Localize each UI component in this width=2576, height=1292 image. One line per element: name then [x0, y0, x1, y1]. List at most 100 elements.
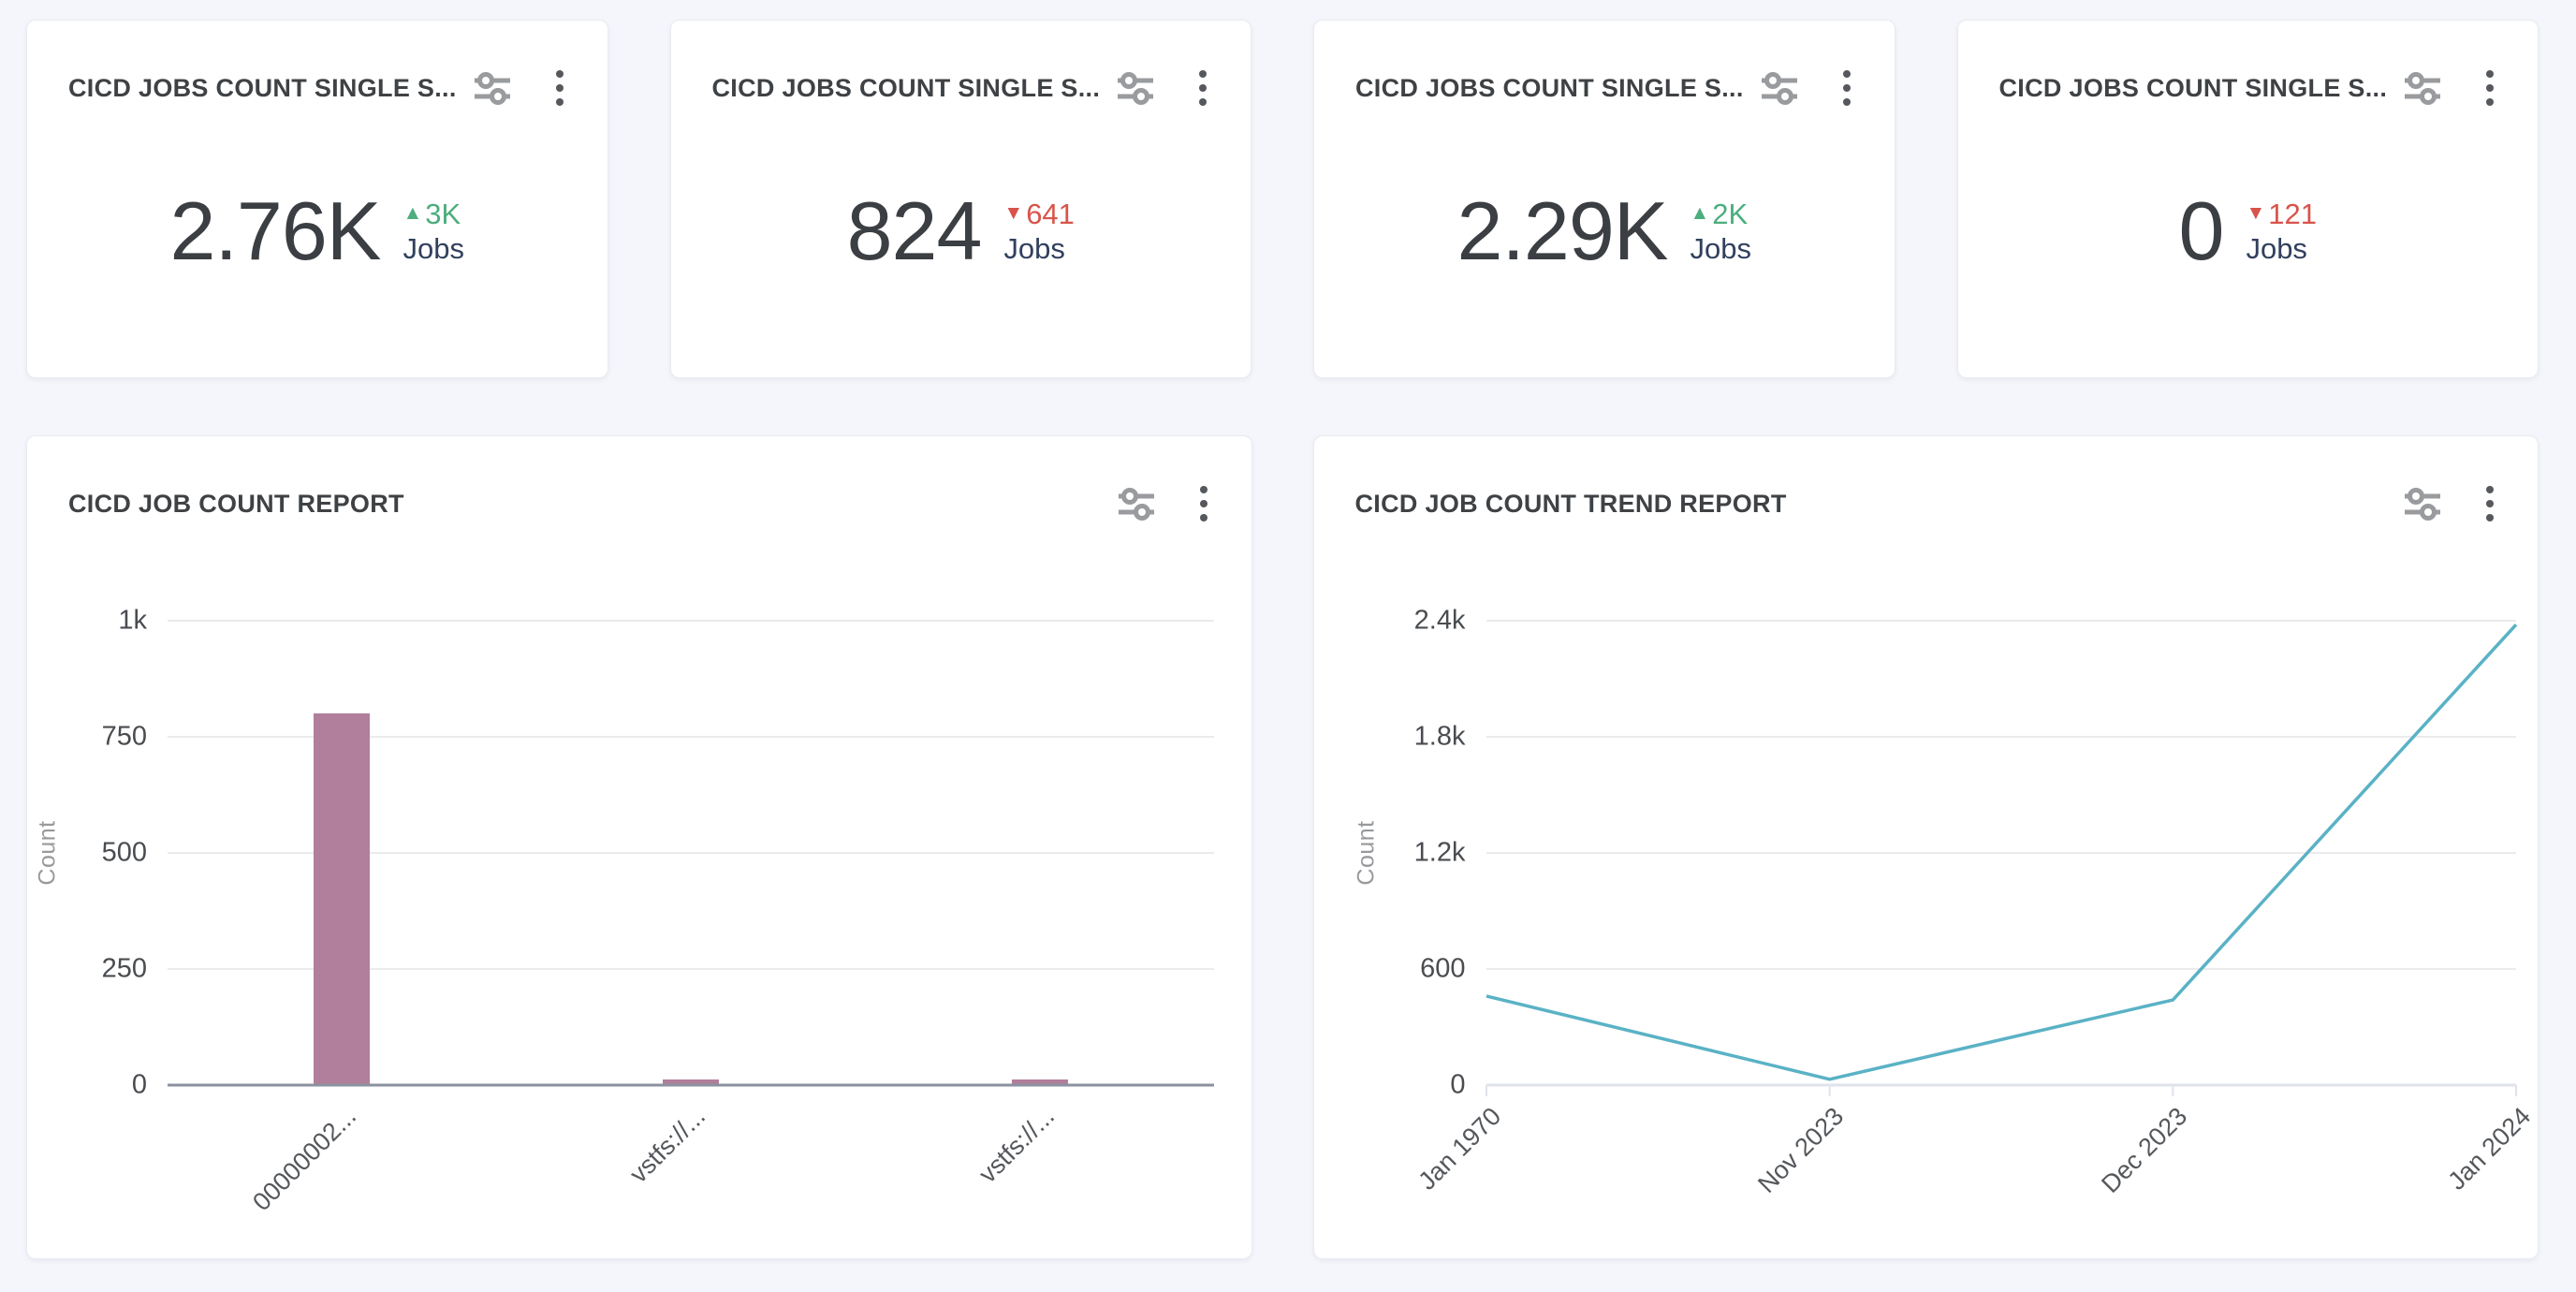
kebab-menu-icon[interactable] — [555, 69, 564, 107]
stat-body: 2.76K ▲ 3K Jobs — [27, 116, 607, 346]
card-header: CICD JOBS COUNT SINGLE S... — [1958, 21, 2539, 107]
line-chart-card: CICD JOB COUNT TREND REPORT 0 600 1.2k 1.8k… — [1312, 435, 2539, 1259]
grid-line — [168, 736, 1214, 738]
x-tick-label: Jan 1970 — [1412, 1102, 1506, 1196]
stat-unit: Jobs — [2246, 232, 2307, 265]
stat-value: 0 — [2178, 184, 2225, 277]
y-tick-label: 1.8k — [1413, 721, 1466, 752]
x-tick-label: vstfs://... — [623, 1102, 711, 1189]
bar[interactable] — [663, 1079, 719, 1085]
stat-delta-value: 121 — [2268, 198, 2317, 230]
trend-line[interactable] — [1486, 623, 2517, 1081]
stat-value: 2.76K — [169, 184, 382, 277]
stat-delta: ▼ 641 — [1003, 199, 1075, 228]
stat-delta: ▼ 121 — [2246, 199, 2317, 228]
stat-delta: ▲ 3K — [402, 199, 461, 228]
x-tick-label: 00000002... — [247, 1102, 362, 1217]
bar-chart-card: CICD JOB COUNT REPORT 0 250 500 750 1k Count 0… — [26, 435, 1252, 1259]
tune-icon[interactable] — [2403, 71, 2442, 105]
chart-row: CICD JOB COUNT REPORT 0 250 500 750 1k Count 0… — [26, 435, 2539, 1259]
y-tick-label: 2.4k — [1413, 605, 1466, 636]
card-header-icons — [1760, 69, 1852, 107]
bar[interactable] — [1011, 1079, 1068, 1085]
y-tick-label: 1.2k — [1413, 837, 1466, 868]
y-tick-label: 750 — [101, 721, 147, 752]
stat-card: CICD JOBS COUNT SINGLE S... 824 ▼ 641 Job… — [669, 20, 1251, 378]
y-axis-label: Count — [1353, 820, 1379, 886]
kebab-menu-icon[interactable] — [1198, 69, 1208, 107]
stat-side: ▼ 641 Jobs — [1003, 199, 1075, 263]
grid-line — [168, 852, 1214, 854]
card-header: CICD JOB COUNT TREND REPORT — [1314, 436, 2539, 522]
bar-chart[interactable]: 0 250 500 750 1k Count 00000002... vstfs://... v… — [35, 606, 1214, 1216]
stat-card: CICD JOBS COUNT SINGLE S... 0 ▼ 121 Jobs — [1956, 20, 2539, 378]
y-tick-label: 500 — [101, 837, 147, 868]
delta-direction-icon: ▼ — [2246, 202, 2266, 224]
stat-side: ▲ 2K Jobs — [1690, 199, 1750, 263]
card-title: CICD JOBS COUNT SINGLE S... — [1355, 73, 1744, 102]
tune-icon[interactable] — [1760, 71, 1799, 105]
stat-delta-value: 2K — [1712, 198, 1749, 230]
y-axis-label: Count — [34, 820, 61, 886]
kebab-menu-icon[interactable] — [2485, 69, 2495, 107]
tune-icon[interactable] — [1117, 487, 1156, 521]
y-tick-label: 250 — [101, 953, 147, 984]
card-title: CICD JOB COUNT TREND REPORT — [1354, 489, 1787, 518]
stat-unit: Jobs — [402, 232, 464, 265]
card-header: CICD JOBS COUNT SINGLE S... — [671, 21, 1251, 107]
grid-line — [1486, 736, 2516, 738]
delta-direction-icon: ▲ — [402, 202, 423, 224]
card-title: CICD JOBS COUNT SINGLE S... — [711, 73, 1101, 102]
grid-line — [168, 968, 1214, 970]
stat-value: 2.29K — [1456, 184, 1669, 277]
bar[interactable] — [314, 713, 371, 1085]
card-title: CICD JOB COUNT REPORT — [68, 489, 404, 518]
y-tick-label: 0 — [131, 1069, 147, 1100]
card-title: CICD JOBS COUNT SINGLE S... — [68, 73, 457, 102]
card-header-icons — [2403, 69, 2495, 107]
x-tick-label: Nov 2023 — [1752, 1102, 1850, 1198]
x-tick-label: Jan 2024 — [2441, 1102, 2536, 1196]
x-tick-label: Dec 2023 — [2096, 1102, 2193, 1198]
stat-body: 2.29K ▲ 2K Jobs — [1314, 116, 1895, 346]
grid-line — [1486, 968, 2516, 970]
card-title: CICD JOBS COUNT SINGLE S... — [1998, 73, 2388, 102]
card-header: CICD JOBS COUNT SINGLE S... — [27, 21, 607, 107]
card-header-icons — [1117, 485, 1208, 522]
stat-card-row: CICD JOBS COUNT SINGLE S... 2.76K ▲ 3K Jo… — [26, 20, 2539, 378]
x-axis-line — [1486, 1083, 2516, 1087]
card-header: CICD JOBS COUNT SINGLE S... — [1314, 21, 1895, 107]
x-tick-label: vstfs://... — [973, 1102, 1060, 1189]
stat-value: 824 — [846, 184, 983, 277]
y-tick-label: 0 — [1450, 1069, 1466, 1100]
tune-icon[interactable] — [1116, 71, 1155, 105]
card-header: CICD JOB COUNT REPORT — [27, 436, 1251, 522]
tune-icon[interactable] — [473, 71, 512, 105]
dashboard: CICD JOBS COUNT SINGLE S... 2.76K ▲ 3K Jo… — [26, 20, 2539, 1259]
stat-card: CICD JOBS COUNT SINGLE S... 2.76K ▲ 3K Jo… — [26, 20, 608, 378]
tune-icon[interactable] — [2403, 487, 2442, 521]
kebab-menu-icon[interactable] — [1199, 485, 1208, 522]
stat-card: CICD JOBS COUNT SINGLE S... 2.29K ▲ 2K Jo… — [1313, 20, 1895, 378]
y-tick-label: 1k — [118, 605, 147, 636]
stat-delta: ▲ 2K — [1690, 199, 1748, 228]
grid-line — [1486, 620, 2516, 622]
card-header-icons — [1116, 69, 1208, 107]
stat-unit: Jobs — [1690, 232, 1751, 265]
line-chart[interactable]: 0 600 1.2k 1.8k 2.4k Count Jan 1970 Nov 2023 Dec… — [1353, 606, 2536, 1198]
grid-line — [1486, 852, 2516, 854]
card-header-icons — [473, 69, 564, 107]
card-header-icons — [2403, 485, 2495, 522]
kebab-menu-icon[interactable] — [1842, 69, 1852, 107]
y-tick-label: 600 — [1420, 953, 1466, 984]
stat-body: 824 ▼ 641 Jobs — [671, 116, 1251, 346]
delta-direction-icon: ▼ — [1003, 202, 1024, 224]
stat-side: ▲ 3K Jobs — [402, 199, 463, 263]
stat-body: 0 ▼ 121 Jobs — [1958, 116, 2539, 346]
stat-side: ▼ 121 Jobs — [2246, 199, 2317, 263]
grid-line — [168, 620, 1214, 622]
delta-direction-icon: ▲ — [1690, 202, 1710, 224]
x-axis-line — [168, 1083, 1214, 1087]
kebab-menu-icon[interactable] — [2485, 485, 2495, 522]
stat-delta-value: 641 — [1026, 198, 1075, 230]
